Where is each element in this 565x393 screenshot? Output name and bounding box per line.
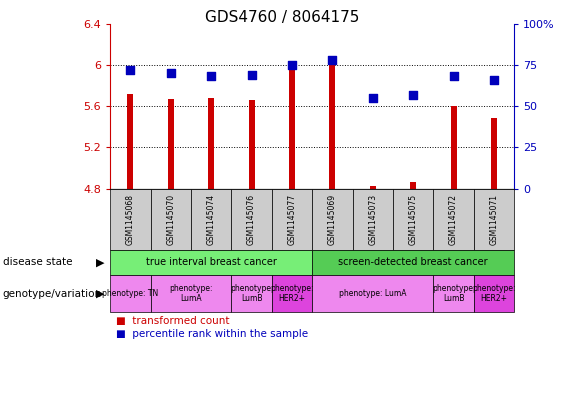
Text: ▶: ▶ (96, 257, 105, 267)
Text: phenotype:
LumB: phenotype: LumB (230, 284, 273, 303)
Bar (289, 65, 295, 189)
Text: screen-detected breast cancer: screen-detected breast cancer (338, 257, 488, 267)
Text: phenotype: TN: phenotype: TN (102, 289, 159, 298)
Point (207, 73, 216, 79)
Text: GSM1145068: GSM1145068 (126, 194, 135, 244)
Text: GDS4760 / 8064175: GDS4760 / 8064175 (205, 10, 360, 25)
Text: GSM1145074: GSM1145074 (207, 193, 216, 245)
Text: phenotype:
HER2+: phenotype: HER2+ (472, 284, 516, 303)
Text: ▶: ▶ (96, 289, 105, 299)
Bar (450, 106, 457, 189)
Point (449, 73, 458, 79)
Text: phenotype: LumA: phenotype: LumA (339, 289, 406, 298)
Text: true interval breast cancer: true interval breast cancer (146, 257, 277, 267)
Bar (491, 118, 497, 189)
Text: GSM1145076: GSM1145076 (247, 193, 256, 245)
Text: GSM1145071: GSM1145071 (489, 194, 498, 244)
Text: GSM1145070: GSM1145070 (166, 193, 175, 245)
Bar (370, 185, 376, 189)
Point (328, 57, 337, 63)
Bar (127, 94, 133, 189)
Text: GSM1145069: GSM1145069 (328, 193, 337, 245)
Text: ■  percentile rank within the sample: ■ percentile rank within the sample (116, 329, 308, 339)
Text: genotype/variation: genotype/variation (3, 289, 102, 299)
Text: phenotype:
LumB: phenotype: LumB (432, 284, 475, 303)
Point (126, 67, 135, 73)
Text: GSM1145077: GSM1145077 (288, 193, 297, 245)
Point (489, 77, 498, 83)
Point (288, 62, 297, 68)
Point (368, 95, 377, 101)
Text: GSM1145075: GSM1145075 (408, 193, 418, 245)
Bar (168, 99, 174, 189)
Bar (410, 182, 416, 189)
Bar (208, 98, 214, 189)
Point (408, 92, 418, 98)
Text: ■  transformed count: ■ transformed count (116, 316, 229, 326)
Bar (329, 61, 336, 189)
Text: phenotype:
HER2+: phenotype: HER2+ (270, 284, 314, 303)
Text: disease state: disease state (3, 257, 72, 267)
Point (166, 70, 175, 76)
Point (247, 72, 256, 78)
Bar (249, 100, 255, 189)
Text: phenotype:
LumA: phenotype: LumA (170, 284, 212, 303)
Text: GSM1145073: GSM1145073 (368, 193, 377, 245)
Text: GSM1145072: GSM1145072 (449, 194, 458, 244)
